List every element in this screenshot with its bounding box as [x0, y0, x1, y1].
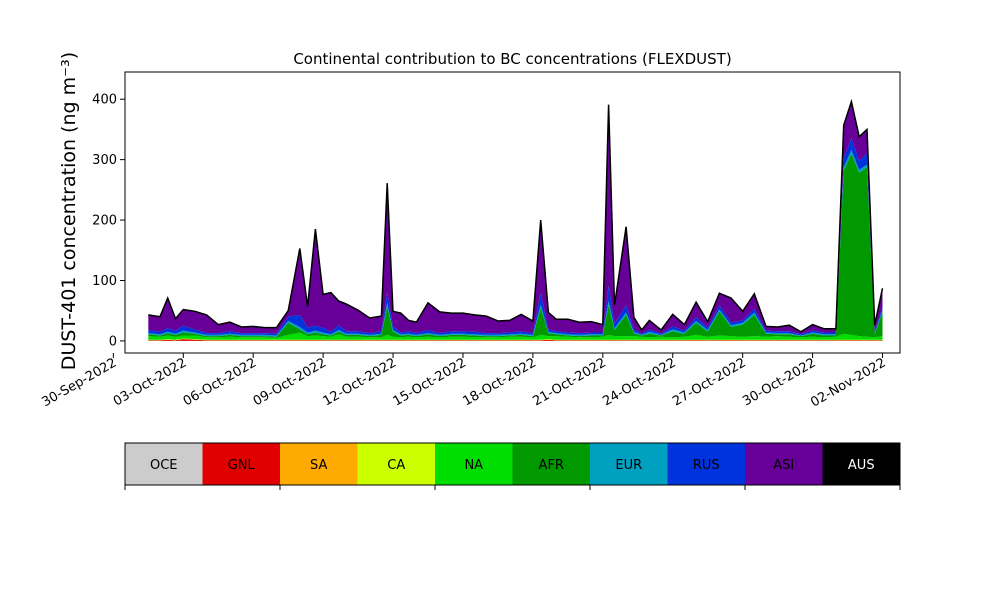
- legend-label-oce: OCE: [150, 458, 178, 473]
- colorbar-legend: OCE GNL SA CA NA AFR EUR RUS ASI AUS: [124, 442, 901, 490]
- chart-title: Continental contribution to BC concentra…: [293, 50, 731, 68]
- legend-label-ca: CA: [387, 458, 405, 473]
- total-line: [148, 98, 884, 333]
- legend-label-na: NA: [464, 458, 483, 473]
- y-tick-label: 200: [92, 214, 117, 229]
- legend-swatch-rus: [667, 443, 746, 485]
- area-series-gnl: [148, 339, 883, 341]
- axes-frame: [124, 71, 901, 354]
- legend-label-afr: AFR: [539, 458, 564, 473]
- legend-swatch-ca: [357, 443, 436, 485]
- y-axis-label: DUST-401 concentration (ng m⁻³): [58, 52, 80, 370]
- area-series-ca: [148, 338, 883, 341]
- legend-frame: [124, 442, 901, 486]
- legend-label-gnl: GNL: [228, 458, 256, 473]
- y-axis: 0 100 200 300 400: [92, 93, 125, 349]
- legend-label-aus: AUS: [848, 458, 875, 473]
- legend-swatch-oce: [125, 443, 203, 485]
- legend-swatch-sa: [280, 443, 358, 485]
- legend-label-sa: SA: [310, 458, 327, 473]
- y-tick-label: 400: [92, 93, 117, 108]
- legend-swatch-eur: [590, 443, 668, 485]
- legend-swatch-aus: [822, 443, 901, 485]
- stacked-areas: [148, 101, 883, 341]
- y-tick-label: 100: [92, 274, 117, 289]
- legend-label-eur: EUR: [615, 458, 642, 473]
- legend-label-asi: ASI: [773, 458, 794, 473]
- total-outline: [148, 98, 884, 333]
- y-tick-label: 300: [92, 153, 117, 168]
- legend-swatch-na: [435, 443, 513, 485]
- y-tick-label: 0: [109, 334, 117, 349]
- area-series-na: [148, 332, 883, 340]
- legend-swatch-afr: [512, 443, 591, 485]
- legend-swatch-gnl: [202, 443, 281, 485]
- legend-swatch-asi: [745, 443, 823, 485]
- legend-label-rus: RUS: [693, 458, 720, 473]
